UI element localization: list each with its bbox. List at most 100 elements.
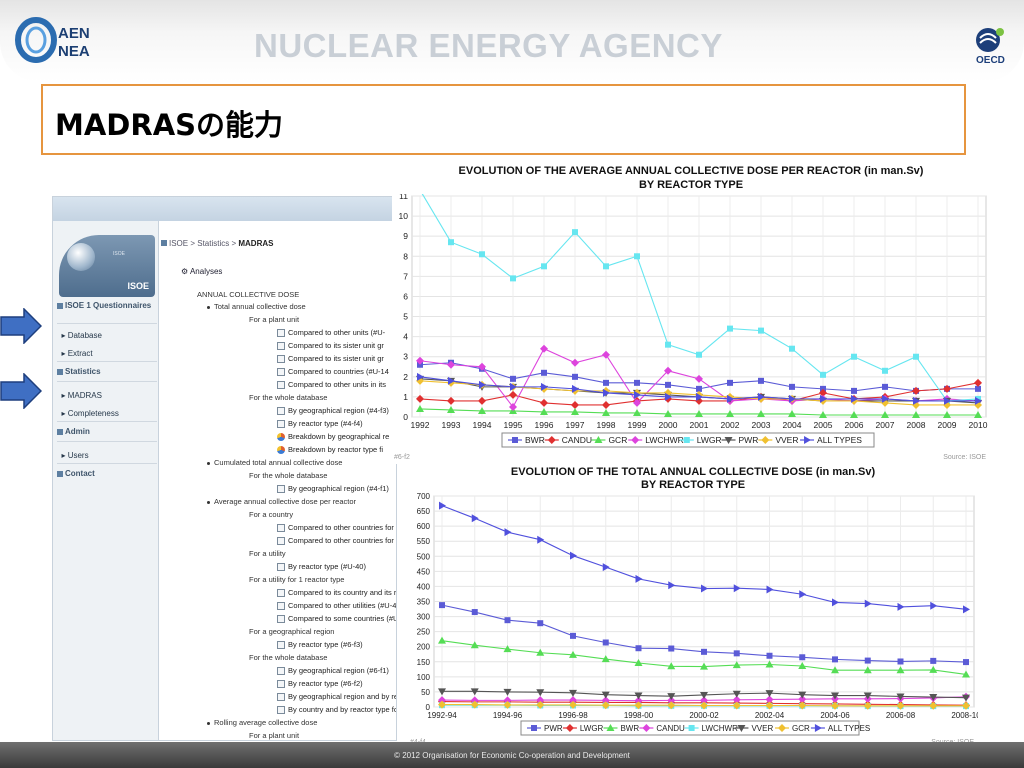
sidebar-item-completeness[interactable]: ▸ Completeness <box>57 409 119 418</box>
legend-label: GCR <box>608 435 627 445</box>
sidebar-item-admin[interactable]: Admin <box>57 427 157 436</box>
tree-link[interactable]: Breakdown by reactor type fi <box>277 445 383 455</box>
series-vver <box>438 688 970 702</box>
tree-group: Rolling average collective dose <box>207 718 317 727</box>
sidebar-item-users[interactable]: ▸ Users <box>57 451 89 460</box>
x-tick-label: 2008 <box>907 420 926 430</box>
y-tick-label: 300 <box>417 613 431 622</box>
chart-icon <box>277 693 285 702</box>
data-point <box>819 388 827 397</box>
divider <box>57 463 157 464</box>
data-point <box>974 378 982 387</box>
data-point <box>541 382 548 391</box>
data-point <box>929 665 938 673</box>
tree-link[interactable]: Breakdown by geographical re <box>277 432 389 442</box>
chart-plot: 0 50 100 150 200 250 300 350 400 450 500 550 600 650 7… <box>410 492 978 746</box>
data-point <box>820 394 827 403</box>
data-point <box>635 645 642 652</box>
data-point <box>665 392 672 401</box>
data-point <box>897 658 904 665</box>
tree-subgroup: For the whole database <box>249 393 328 402</box>
tree-link[interactable]: Compared to its sister unit gr <box>277 341 384 351</box>
tree-link[interactable]: By reactor type (#4-f4) <box>277 419 363 429</box>
data-point <box>634 701 643 710</box>
data-point <box>479 251 485 258</box>
data-point <box>470 696 479 705</box>
legend-label: BWR <box>525 435 545 445</box>
tree-link[interactable]: Compared to some countries (#U- <box>277 614 396 624</box>
sidebar-item-contact[interactable]: Contact <box>57 469 157 478</box>
expand-icon <box>57 302 63 309</box>
legend-marker <box>683 437 690 443</box>
data-point <box>536 689 545 697</box>
y-tick-label: 2 <box>403 372 408 382</box>
tree-link[interactable]: By reactor type (#U-40) <box>277 562 366 572</box>
tree-subgroup: For a country <box>249 510 294 519</box>
legend-marker <box>565 724 574 732</box>
analyses-heading[interactable]: ⚙ Analyses <box>181 267 223 276</box>
tree-group: Cumulated total annual collective dose <box>207 458 342 467</box>
tree-link[interactable]: By geographical region (#6-f1) <box>277 666 389 676</box>
data-point <box>536 700 545 709</box>
data-point <box>881 410 889 418</box>
data-point <box>569 696 577 705</box>
tree-link[interactable]: By geographical region (#4-f3) <box>277 406 389 416</box>
series-all-types <box>417 372 982 405</box>
tree-link[interactable]: Compared to other units in its <box>277 380 386 390</box>
tree-link[interactable]: Compared to its country and its re <box>277 588 396 598</box>
tree-link[interactable]: Compared to other countries for a <box>277 536 396 546</box>
legend-marker <box>642 724 651 732</box>
tree-link[interactable]: Compared to other units (#U- <box>277 328 385 338</box>
sidebar-item-database[interactable]: ▸ Database <box>57 331 102 340</box>
breadcrumb: ISOE > Statistics > MADRAS <box>161 239 273 248</box>
data-point <box>664 366 672 375</box>
tree-link[interactable]: By geographical region (#4-f1) <box>277 484 389 494</box>
data-point <box>864 599 872 608</box>
data-point <box>975 385 981 392</box>
tree-link[interactable]: Compared to other countries for 1 <box>277 523 396 533</box>
data-point <box>929 701 938 710</box>
x-tick-label: 2008-10 <box>951 711 978 720</box>
legend-label: PWR <box>544 724 563 733</box>
data-point <box>765 695 774 704</box>
tree-link[interactable]: By reactor type (#6-f3) <box>277 640 363 650</box>
tree-link[interactable]: By geographical region and by rea <box>277 692 396 702</box>
data-point <box>572 384 579 393</box>
data-point <box>850 410 858 418</box>
data-point <box>912 386 920 395</box>
data-point <box>503 696 512 705</box>
legend-label: LWCHWR <box>702 724 739 733</box>
slide-footer: © 2012 Organisation for Economic Co-oper… <box>0 742 1024 768</box>
data-point <box>667 693 676 701</box>
sidebar-item-statistics[interactable]: Statistics <box>57 367 157 376</box>
sidebar-item-isoe1[interactable]: ISOE 1 Questionnaires <box>57 301 157 310</box>
y-tick-label: 400 <box>417 582 431 591</box>
data-point <box>571 407 579 415</box>
tree-link[interactable]: Compared to other utilities (#U-41) <box>277 601 396 611</box>
data-point <box>668 581 676 590</box>
isoe-logo-small: ISOE <box>113 251 125 257</box>
tree-link[interactable]: By country and by reactor type fo <box>277 705 396 715</box>
data-point <box>510 275 516 282</box>
isoe-app-screenshot: ISOE ISOE ISOE 1 Questionnaires ▸ Databa… <box>52 196 397 741</box>
data-point <box>478 406 486 414</box>
x-tick-label: 1993 <box>442 420 461 430</box>
y-tick-label: 4 <box>403 332 408 342</box>
legend-marker <box>804 436 812 444</box>
chart-icon <box>277 589 285 598</box>
data-point <box>571 400 579 409</box>
data-point <box>944 396 951 405</box>
sidebar-item-extract[interactable]: ▸ Extract <box>57 349 93 358</box>
tree-link[interactable]: Compared to countries (#U-14 <box>277 367 389 377</box>
data-point <box>912 410 920 418</box>
data-point <box>504 528 512 537</box>
tree-link[interactable]: Compared to its sister unit gr <box>277 354 384 364</box>
y-tick-label: 350 <box>417 598 431 607</box>
bullet-icon <box>207 721 210 725</box>
tree-link[interactable]: By reactor type (#6-f2) <box>277 679 363 689</box>
tree-subgroup: For a geographical region <box>249 627 335 636</box>
tree-section: ANNUAL COLLECTIVE DOSE <box>197 290 300 299</box>
data-point <box>896 666 905 674</box>
sidebar-item-madras[interactable]: ▸ MADRAS <box>57 391 102 400</box>
chart-title: EVOLUTION OF THE TOTAL ANNUAL COLLECTIVE… <box>510 466 876 478</box>
